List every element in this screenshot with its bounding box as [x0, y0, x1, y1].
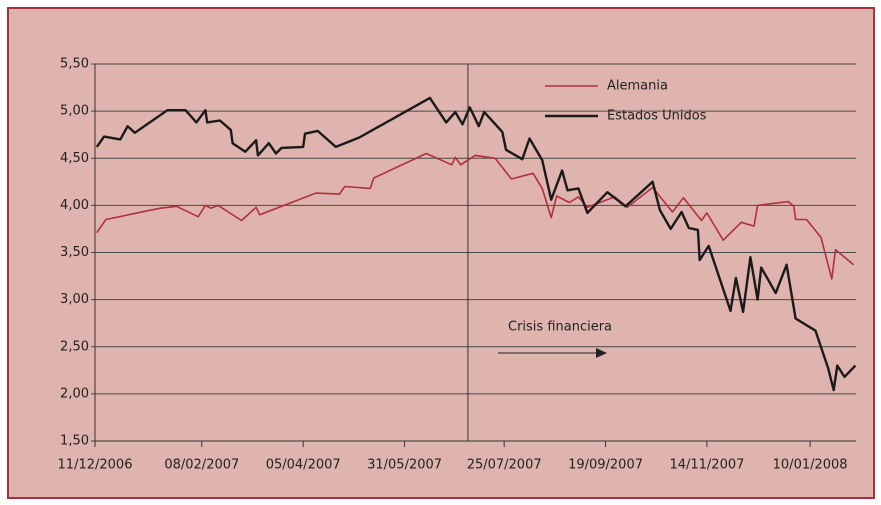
y-tick-label: 3,50 [60, 245, 89, 260]
series-line [96, 152, 855, 280]
legend-label: Estados Unidos [607, 109, 707, 124]
annotation-arrowhead [596, 348, 607, 358]
x-tick-label: 31/05/2007 [367, 458, 442, 473]
x-tick-label: 14/11/2007 [669, 458, 744, 473]
y-tick-label: 1,50 [60, 434, 89, 449]
x-tick-label: 10/01/2008 [773, 458, 848, 473]
y-tick-label: 2,50 [60, 339, 89, 354]
annotation: Crisis financiera [508, 320, 612, 335]
chart-frame [7, 7, 875, 499]
y-tick-label: 3,00 [60, 292, 89, 307]
x-tick-label: 05/04/2007 [266, 458, 341, 473]
x-tick-label: 11/12/2006 [58, 458, 133, 473]
x-tick-label: 19/09/2007 [568, 458, 643, 473]
y-tick-label: 2,00 [60, 386, 89, 401]
y-tick-label: 4,00 [60, 198, 89, 213]
legend-label: Alemania [607, 79, 668, 94]
y-tick-label: 4,50 [60, 151, 89, 166]
series-line [95, 96, 857, 392]
x-tick-label: 25/07/2007 [467, 458, 542, 473]
x-tick-label: 08/02/2007 [164, 458, 239, 473]
y-tick-label: 5,50 [60, 57, 89, 72]
y-tick-label: 5,00 [60, 104, 89, 119]
